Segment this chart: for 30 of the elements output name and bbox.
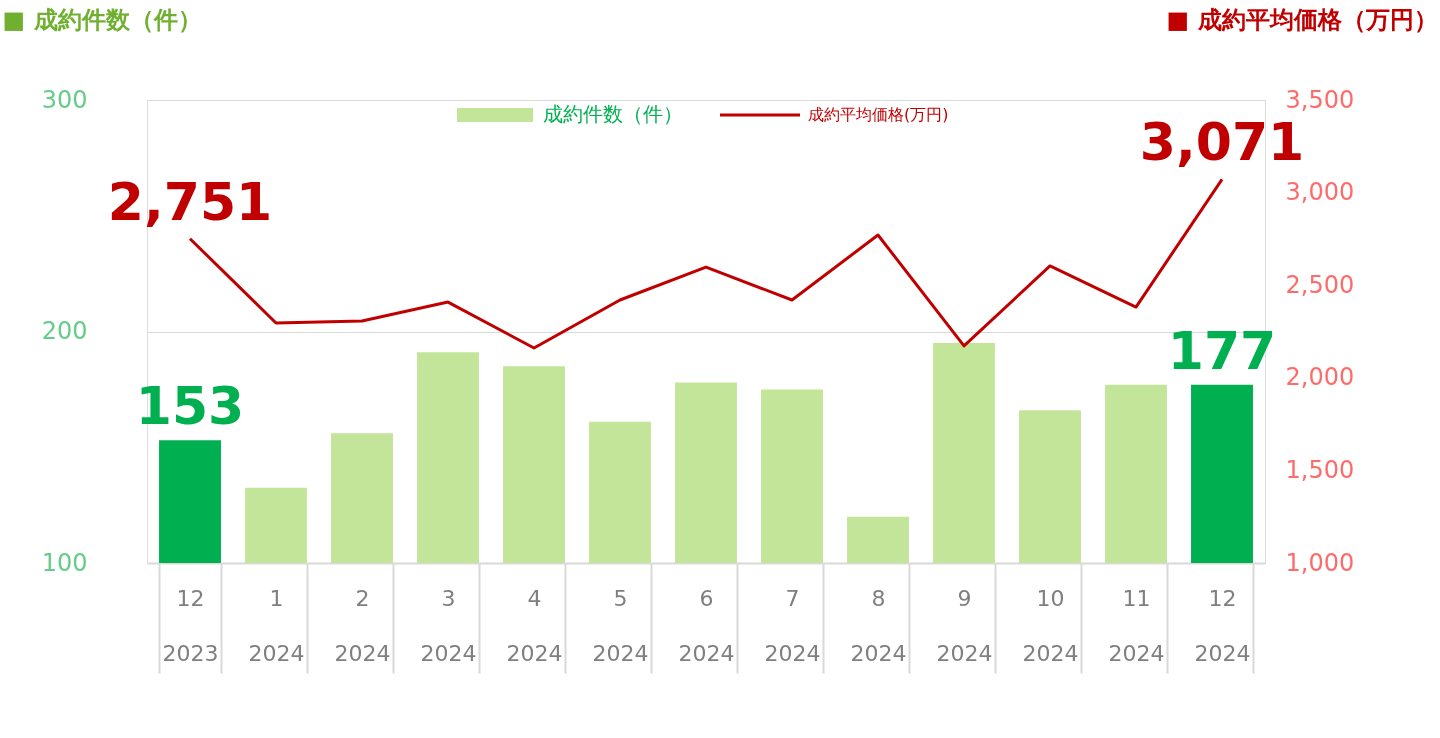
category-label: 7 2024 [764,585,821,666]
y-tick-label: 200 [41,317,88,345]
y-tick-label: 100 [41,548,88,577]
y2-tick-label: 2,500 [1285,270,1355,299]
y-axis-title: ■ 成約件数（件） [2,5,202,34]
category-label: 8 2024 [850,585,907,666]
category-label: 4 2024 [506,585,563,666]
category-label: 2 2024 [334,585,391,666]
y2-tick-label: 1,500 [1285,455,1355,484]
category-label: 6 2024 [678,585,735,666]
y2-tick-label: 3,500 [1285,85,1355,114]
y2-axis-title: ■ 成約平均価格（万円） [1166,5,1438,34]
category-label: 12 2024 [1194,585,1251,666]
y2-tick-label: 2,000 [1285,363,1355,392]
y2-tick-label: 1,000 [1285,548,1355,577]
legend-label: 成約件数（件） [543,102,683,126]
category-label: 1 2024 [248,585,305,666]
y2-tick-label: 3,000 [1285,178,1355,207]
category-label: 5 2024 [592,585,649,666]
data-label: 177 [1167,320,1277,381]
category-label: 10 2024 [1022,585,1079,666]
category-label: 3 2024 [420,585,477,666]
data-label: 3,071 [1139,112,1305,173]
category-label: 11 2024 [1108,585,1165,666]
category-label: 12 2023 [162,585,219,666]
data-label: 153 [135,376,245,437]
y-tick-label: 300 [41,85,88,114]
legend-label: 成約平均価格(万円) [808,105,949,124]
category-label: 9 2024 [936,585,993,666]
data-label: 2,751 [107,171,273,232]
